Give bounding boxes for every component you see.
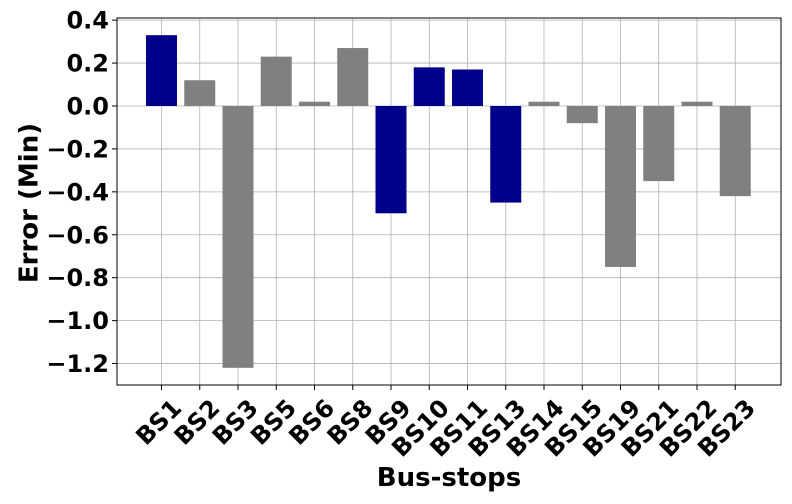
y-tick-label: 0.2 [66, 50, 109, 78]
y-tick-label: 0.0 [66, 92, 109, 120]
bar-bs6 [299, 101, 330, 106]
bars [146, 35, 751, 368]
y-axis-ticks: 0.4 0.2 0.0 −0.2 −0.4 −0.6 −0.8 −1.0 −1.2 [46, 7, 117, 378]
y-tick-label: −0.4 [46, 178, 109, 206]
y-tick-label: −0.6 [46, 221, 109, 249]
y-tick-label: −0.8 [46, 264, 109, 292]
bar-bs1 [146, 35, 177, 106]
bar-bs23 [719, 105, 751, 197]
x-axis-label: Bus-stops [377, 463, 521, 493]
bar-bs3 [222, 105, 254, 368]
bar-bs9 [375, 105, 407, 214]
bar-bs14 [528, 101, 560, 106]
bar-bs22 [681, 101, 713, 106]
y-tick-label: 0.4 [66, 7, 109, 35]
bar-bs11 [452, 69, 483, 106]
plot-frame [116, 17, 782, 386]
bar-bs13 [490, 105, 522, 203]
bar-bs19 [605, 105, 636, 267]
y-axis-label: Error (Min) [15, 123, 45, 283]
grid [117, 18, 781, 385]
y-tick-label: −1.2 [46, 350, 109, 378]
bar-bs5 [260, 56, 292, 106]
y-tick-label: −1.0 [46, 307, 109, 335]
bar-bs8 [337, 48, 369, 106]
bar-bs21 [643, 105, 675, 182]
bar-bs10 [413, 67, 445, 106]
y-tick-label: −0.2 [46, 135, 109, 163]
x-axis-ticks: BS1BS2BS3BS5BS6BS8BS9BS10BS11BS13BS14BS1… [130, 385, 761, 462]
bar-bs15 [566, 105, 598, 124]
bar-bs2 [184, 80, 216, 106]
